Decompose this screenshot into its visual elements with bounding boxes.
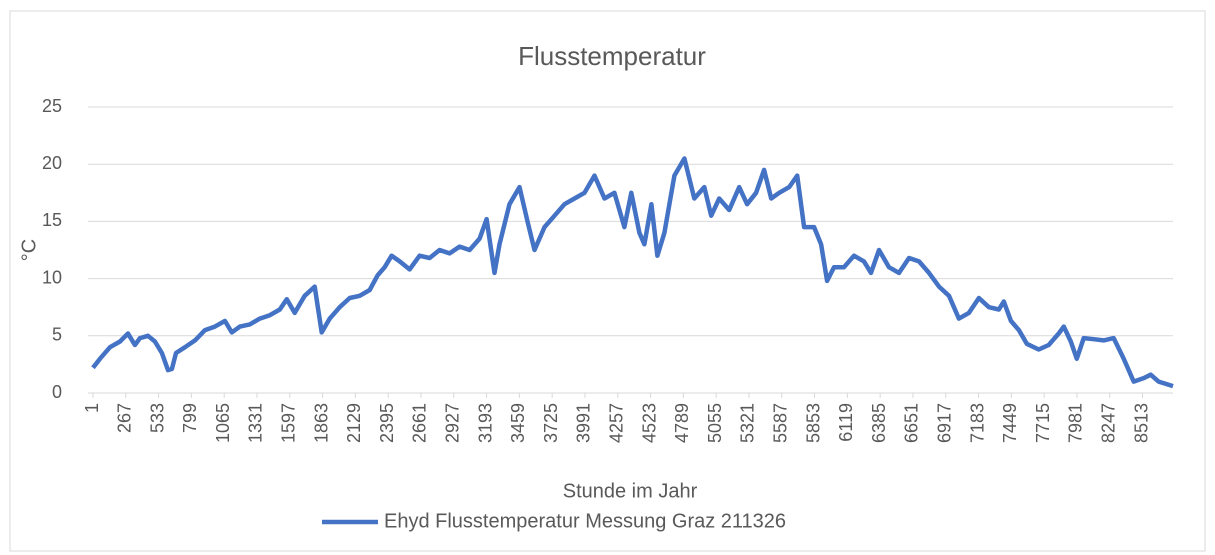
x-tick-label: 3991 [574, 403, 594, 443]
x-tick-label: 5587 [771, 403, 791, 443]
x-tick-label: 267 [115, 403, 135, 433]
x-tick-label: 5853 [803, 403, 823, 443]
x-tick-label: 7449 [1000, 403, 1020, 443]
x-axis-title: Stunde im Jahr [563, 480, 698, 502]
x-tick-label: 6385 [869, 403, 889, 443]
x-tick-label: 6119 [836, 403, 856, 442]
x-tick-label: 1331 [246, 403, 266, 443]
x-tick-label: 1065 [213, 403, 233, 443]
x-tick-label: 6917 [935, 403, 955, 443]
y-tick-label: 25 [42, 96, 62, 116]
legend-label: Ehyd Flusstemperatur Messung Graz 211326 [384, 510, 786, 532]
x-tick-label: 2927 [443, 403, 463, 443]
y-tick-label: 0 [52, 382, 62, 402]
x-tick-label: 8247 [1098, 403, 1118, 443]
y-tick-label: 5 [52, 325, 62, 345]
data-line [91, 156, 1174, 389]
x-tick-label: 2661 [410, 403, 430, 443]
x-tick-label: 5055 [705, 403, 725, 443]
x-tick-label: 8513 [1131, 403, 1151, 443]
y-axis-title: °C [18, 239, 40, 261]
x-tick-label: 7981 [1066, 403, 1086, 443]
x-tick-label: 3459 [508, 403, 528, 443]
x-tick-label: 533 [147, 403, 167, 433]
x-tick-label: 1 [82, 403, 102, 413]
x-tick-label: 7715 [1033, 403, 1053, 443]
x-tick-label: 799 [180, 403, 200, 433]
x-tick-label: 7183 [967, 403, 987, 443]
x-tick-label: 2395 [377, 403, 397, 443]
chart-frame [9, 10, 1206, 552]
x-tick-label: 2129 [344, 403, 364, 443]
x-tick-label: 6651 [902, 403, 922, 443]
y-tick-label: 15 [42, 210, 62, 230]
x-tick-label: 3725 [541, 403, 561, 443]
x-tick-label: 4789 [672, 403, 692, 443]
x-tick-label: 4257 [607, 403, 627, 443]
x-tick-label: 1597 [279, 403, 299, 443]
x-tick-label: 4523 [639, 403, 659, 443]
x-tick-label: 5321 [738, 403, 758, 443]
chart-title: Flusstemperatur [518, 41, 706, 71]
y-tick-label: 20 [42, 153, 62, 173]
y-tick-label: 10 [42, 267, 62, 287]
x-tick-label: 3193 [475, 403, 495, 443]
x-tick-label: 1863 [311, 403, 331, 443]
